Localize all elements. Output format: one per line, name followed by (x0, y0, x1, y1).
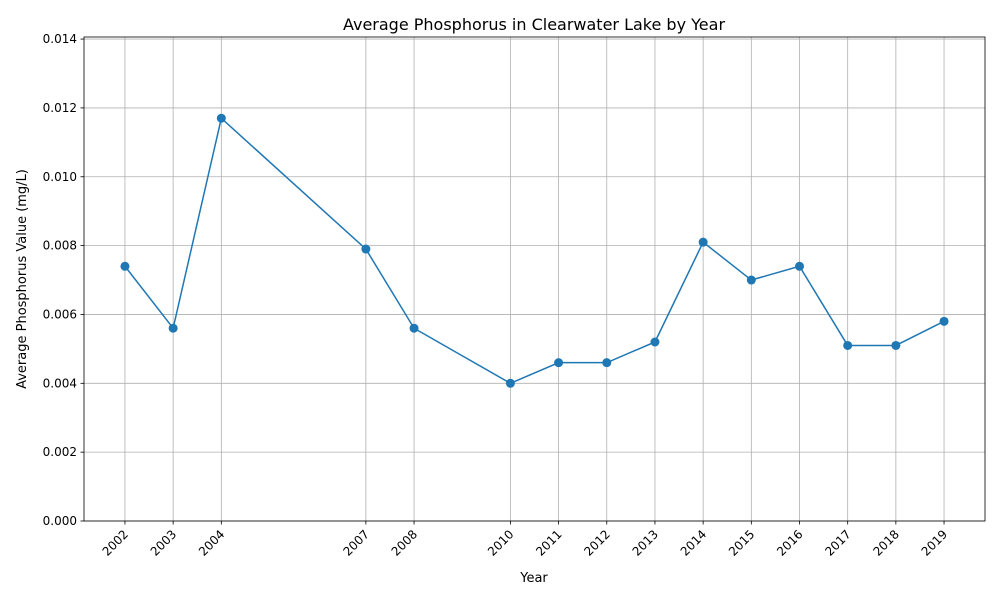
y-tick-label: 0.010 (43, 170, 77, 184)
y-tick-label: 0.006 (43, 307, 77, 321)
data-point (795, 261, 804, 271)
data-point (168, 323, 178, 333)
series-layer (120, 113, 949, 388)
data-point (120, 261, 130, 271)
y-tick-label: 0.000 (43, 514, 77, 528)
data-point (361, 244, 371, 254)
data-point (746, 275, 756, 285)
x-tick-label: 2008 (389, 527, 420, 558)
chart-title: Average Phosphorus in Clearwater Lake by… (343, 15, 725, 34)
tick-layer: 0.000 0.002 0.004 0.006 0.008 0.010 0.012 0.014… (43, 32, 951, 559)
data-point (216, 113, 226, 123)
x-tick-label: 2017 (822, 527, 853, 558)
x-tick-label: 2011 (533, 527, 564, 558)
x-tick-label: 2013 (630, 527, 661, 558)
grid-layer (84, 37, 985, 522)
data-point (505, 378, 515, 388)
data-point (843, 340, 853, 350)
y-tick-label: 0.004 (43, 376, 77, 390)
data-point (554, 358, 564, 368)
data-point (650, 337, 660, 347)
x-tick-label: 2004 (196, 527, 227, 558)
series-line (124, 116, 945, 385)
x-tick-label: 2019 (919, 527, 950, 558)
data-point (698, 237, 708, 247)
y-tick-label: 0.008 (43, 239, 77, 253)
y-axis-label: Average Phosphorus Value (mg/L) (15, 169, 30, 389)
y-tick-label: 0.012 (43, 101, 77, 115)
x-tick-label: 2007 (340, 527, 371, 558)
x-tick-label: 2010 (485, 527, 516, 558)
x-tick-label: 2002 (100, 527, 131, 558)
data-point (602, 358, 612, 368)
x-tick-label: 2015 (726, 527, 757, 558)
data-point (409, 323, 419, 333)
y-tick-label: 0.002 (43, 445, 77, 459)
data-point (939, 316, 949, 326)
x-tick-label: 2016 (774, 527, 805, 558)
plot-frame (83, 36, 986, 522)
x-tick-label: 2003 (148, 527, 179, 558)
x-tick-label: 2012 (581, 527, 612, 558)
x-axis-label: Year (519, 571, 548, 586)
x-tick-label: 2014 (678, 527, 709, 558)
y-tick-label: 0.014 (43, 32, 77, 46)
x-tick-label: 2018 (870, 527, 901, 558)
data-point (891, 340, 901, 350)
